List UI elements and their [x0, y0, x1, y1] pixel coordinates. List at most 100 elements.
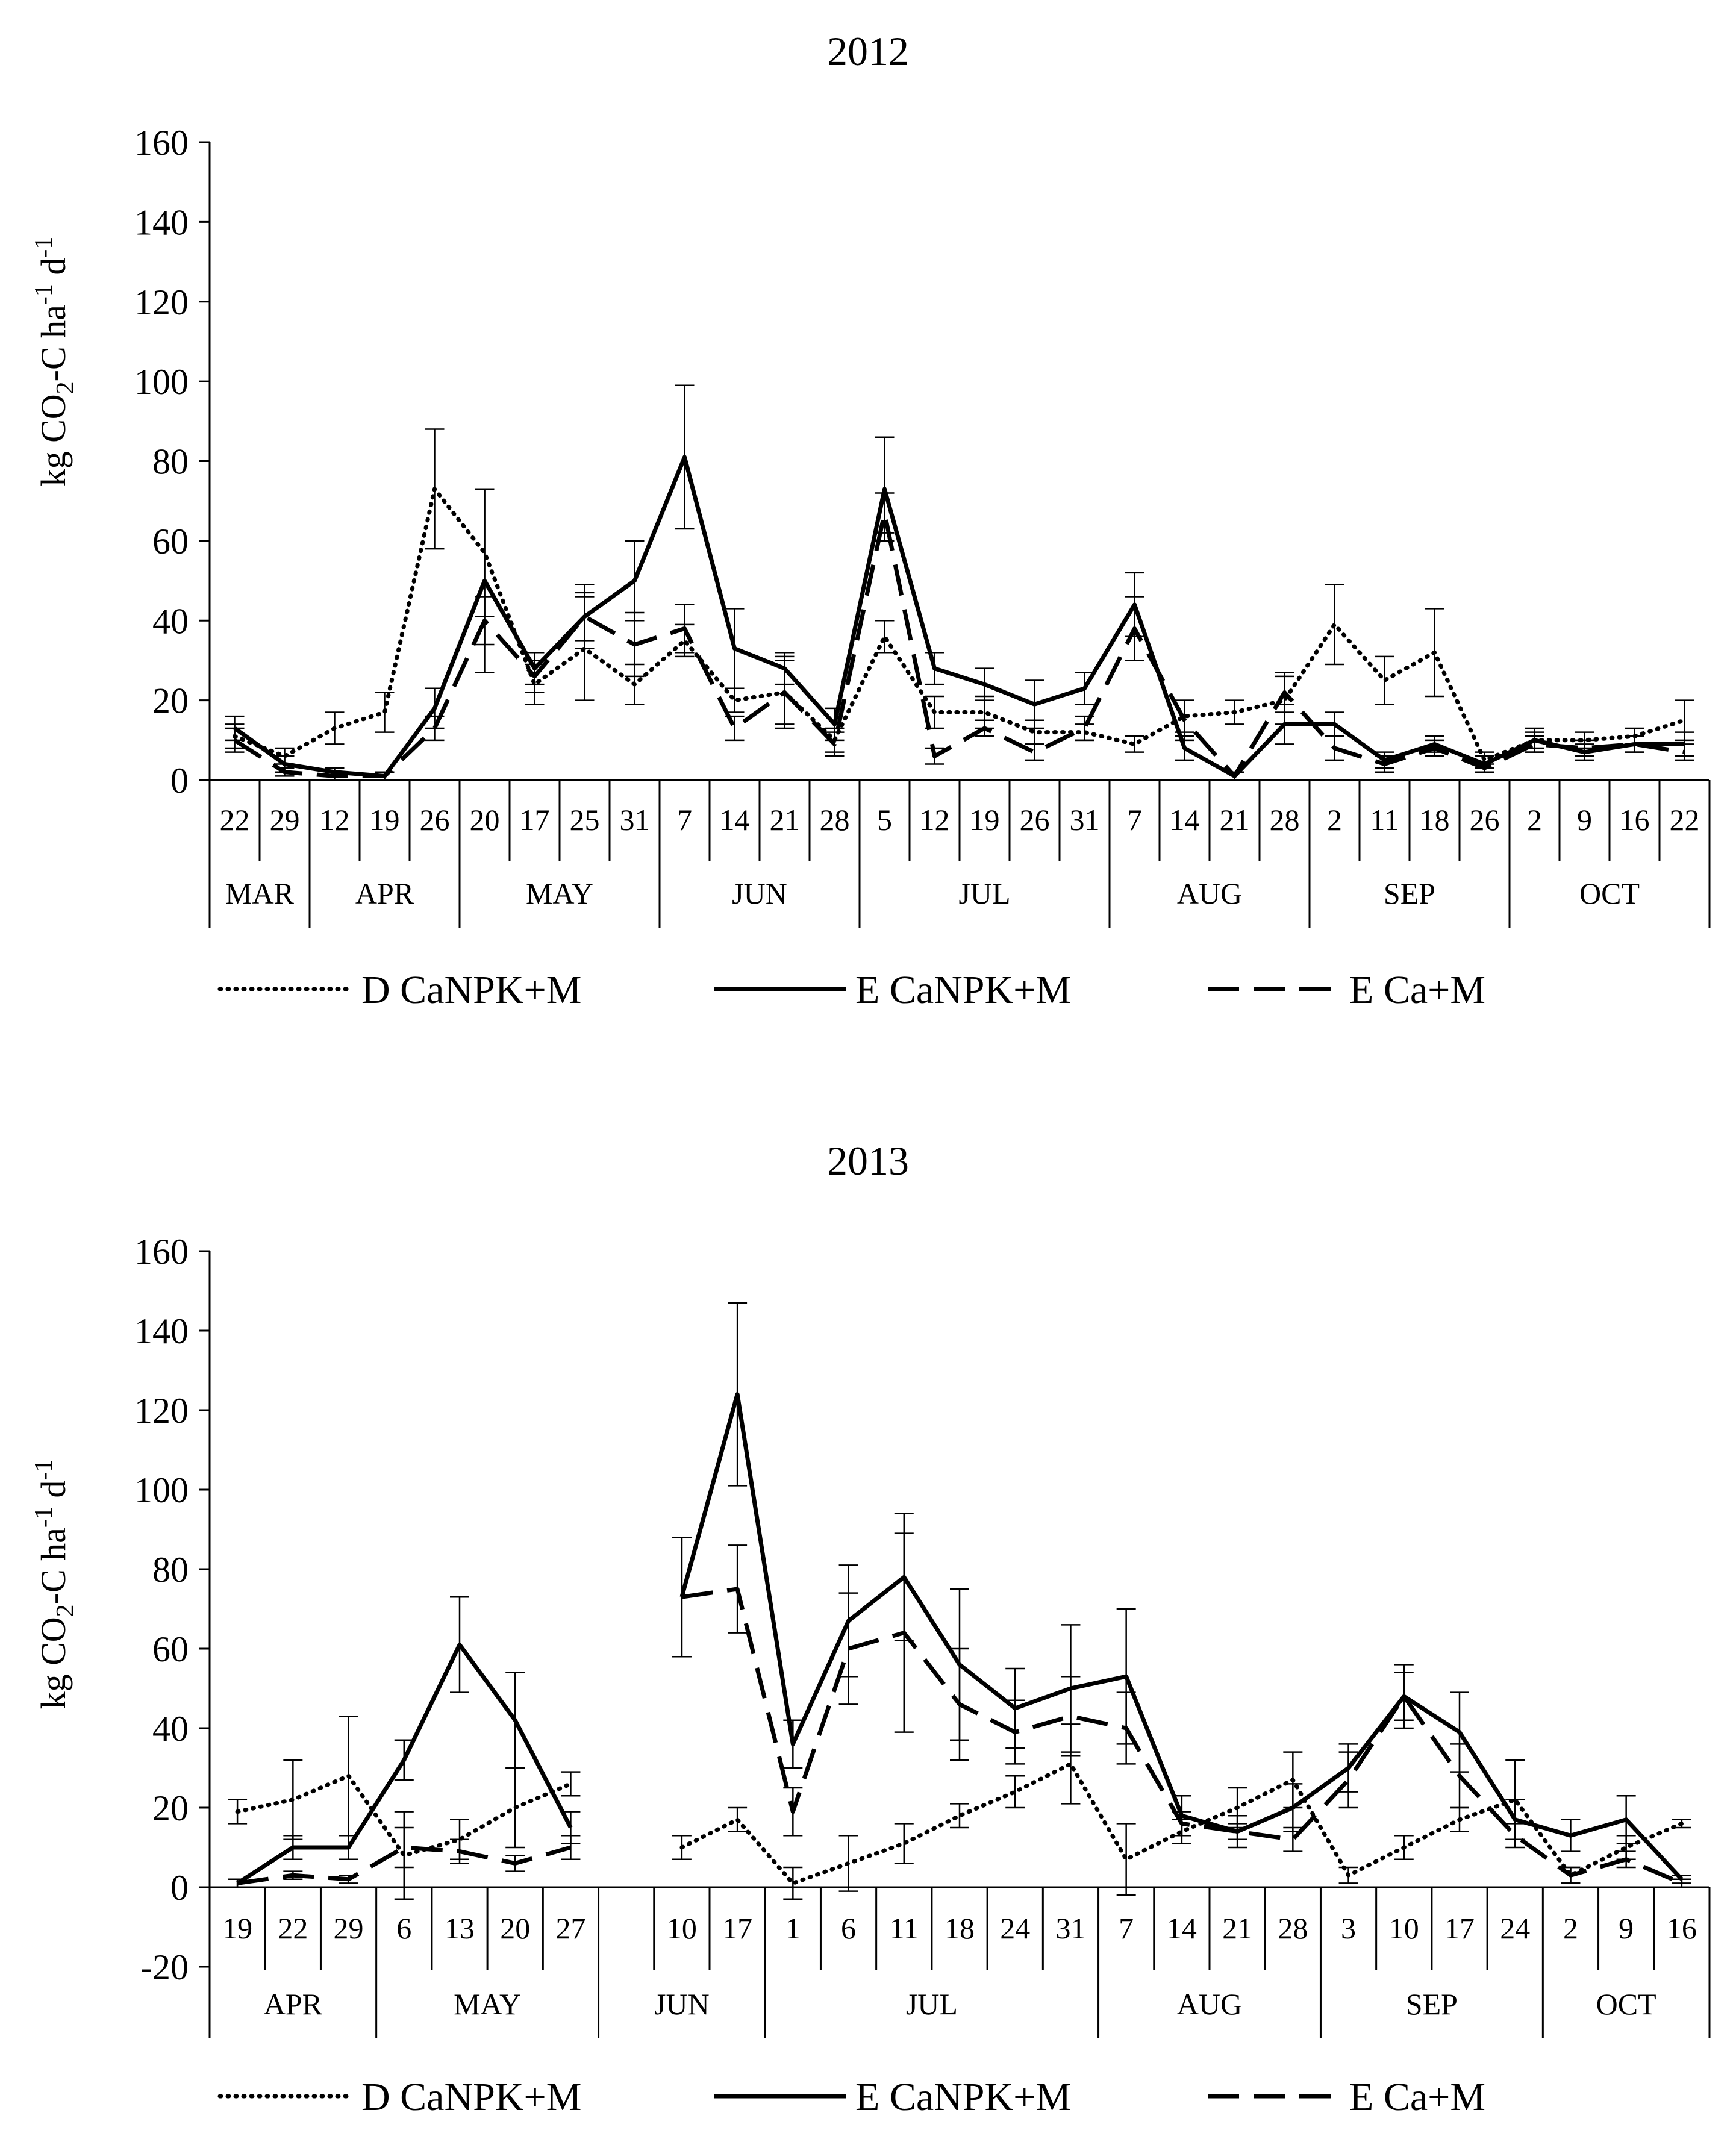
x-tick-label: 18	[1420, 803, 1450, 837]
y-axis-label: kg CO2-C ha-1 d-1	[30, 1460, 80, 1710]
y-tick-label: -20	[140, 1947, 189, 1987]
x-tick-label: 19	[370, 803, 400, 837]
x-tick-label: 3	[1341, 1911, 1356, 1945]
y-tick-label: 140	[134, 1311, 189, 1351]
x-tick-label: 7	[1119, 1911, 1134, 1945]
month-label: JUN	[654, 1987, 710, 2021]
x-tick-label: 22	[1670, 803, 1700, 837]
x-tick-label: 14	[1167, 1911, 1197, 1945]
x-tick-label: 31	[1070, 803, 1100, 837]
x-tick-label: 6	[841, 1911, 856, 1945]
legend-label-d-canpk-m: D CaNPK+M	[361, 2075, 581, 2119]
x-tick-label: 7	[1127, 803, 1142, 837]
y-tick-label: 0	[170, 761, 189, 801]
legend: D CaNPK+M E CaNPK+M E Ca+M	[217, 968, 1485, 1012]
y-tick-label: 40	[152, 601, 189, 641]
chart-2012: 2012 kg CO2-C ha-1 d-1 0 20 40 60 80 100 120 14…	[30, 28, 1711, 1012]
y-tick-label: 120	[134, 283, 189, 322]
month-label: JUL	[958, 876, 1010, 910]
x-tick-label: 17	[520, 803, 550, 837]
x-tick-label: 14	[1170, 803, 1200, 837]
month-label: MAY	[454, 1987, 521, 2021]
month-label: OCT	[1579, 876, 1640, 910]
y-tick-label: 20	[152, 1788, 189, 1828]
x-tick-label: 21	[1222, 1911, 1252, 1945]
month-label: MAY	[526, 876, 593, 910]
x-tick-label: 9	[1619, 1911, 1634, 1945]
month-label: AUG	[1177, 876, 1242, 910]
x-tick-label: 31	[1055, 1911, 1085, 1945]
y-tick-label: 60	[152, 1629, 189, 1669]
x-tick-label: 14	[720, 803, 750, 837]
x-tick-label: 28	[1278, 1911, 1308, 1945]
x-tick-label: 22	[220, 803, 250, 837]
y-tick-label: 100	[134, 1470, 189, 1510]
x-tick-label: 11	[890, 1911, 919, 1945]
y-tick-label: 140	[134, 202, 189, 242]
month-label: OCT	[1596, 1987, 1656, 2021]
month-label: SEP	[1384, 876, 1435, 910]
series-line-dashed	[237, 1845, 572, 1885]
x-tick-label: 19	[970, 803, 1000, 837]
y-tick-label: 160	[134, 123, 189, 163]
x-tick-label: 29	[270, 803, 300, 837]
y-tick-label: 0	[170, 1868, 189, 1908]
x-tick-label: 24	[1500, 1911, 1530, 1945]
month-label: APR	[264, 1987, 323, 2021]
y-tick-label: 80	[152, 1550, 189, 1590]
x-tick-label: 19	[222, 1911, 252, 1945]
x-tick-label: 20	[500, 1911, 530, 1945]
y-tick-label: 20	[152, 681, 189, 721]
x-tick-label: 6	[396, 1911, 411, 1945]
x-tick-label: 24	[1000, 1911, 1030, 1945]
month-label: SEP	[1406, 1987, 1458, 2021]
legend: D CaNPK+M E CaNPK+M E Ca+M	[217, 2075, 1485, 2119]
chart-2013: 2013 kg CO2-C ha-1 d-1 -2002040608010012…	[30, 1138, 1711, 2119]
x-tick-label: 7	[677, 803, 692, 837]
x-tick-label: 21	[1220, 803, 1250, 837]
x-tick-label: 17	[722, 1911, 752, 1945]
y-tick-label: 160	[134, 1232, 189, 1272]
series-line-dotted	[233, 487, 1687, 763]
x-tick-label: 28	[1270, 803, 1300, 837]
series-line-dashed	[681, 1587, 1683, 1885]
x-tick-label: 22	[278, 1911, 308, 1945]
x-tick-label: 21	[770, 803, 800, 837]
legend-label-e-canpk-m: E CaNPK+M	[855, 968, 1071, 1012]
y-tick-label: 120	[134, 1391, 189, 1431]
series-line-solid	[233, 455, 1685, 778]
y-tick-label: 80	[152, 442, 189, 482]
x-tick-label: 29	[334, 1911, 364, 1945]
x-tick-label: 9	[1577, 803, 1592, 837]
x-tick-label: 26	[1020, 803, 1050, 837]
month-label: APR	[355, 876, 414, 910]
x-tick-label: 25	[570, 803, 600, 837]
y-tick-label: 60	[152, 522, 189, 561]
x-tick-label: 11	[1370, 803, 1399, 837]
month-label: MAR	[225, 876, 295, 910]
x-tick-label: 5	[877, 803, 892, 837]
chart-title: 2013	[827, 1138, 909, 1184]
x-tick-label: 10	[1389, 1911, 1419, 1945]
y-tick-label: 100	[134, 362, 189, 402]
x-tick-label: 2	[1327, 803, 1342, 837]
legend-label-e-ca-m: E Ca+M	[1349, 2075, 1485, 2119]
x-tick-label: 27	[555, 1911, 585, 1945]
month-label: JUN	[732, 876, 787, 910]
x-tick-label: 2	[1527, 803, 1542, 837]
chart-title: 2012	[827, 28, 909, 74]
legend-label-e-canpk-m: E CaNPK+M	[855, 2075, 1071, 2119]
x-tick-label: 13	[445, 1911, 475, 1945]
y-axis-label: kg CO2-C ha-1 d-1	[30, 237, 80, 487]
x-tick-label: 2	[1563, 1911, 1578, 1945]
x-tick-label: 12	[320, 803, 350, 837]
legend-label-d-canpk-m: D CaNPK+M	[361, 968, 581, 1012]
x-tick-label: 31	[620, 803, 650, 837]
series-line-dashed	[233, 511, 1685, 778]
x-tick-label: 12	[920, 803, 950, 837]
month-label: JUL	[906, 1987, 958, 2021]
legend-label-e-ca-m: E Ca+M	[1349, 968, 1485, 1012]
